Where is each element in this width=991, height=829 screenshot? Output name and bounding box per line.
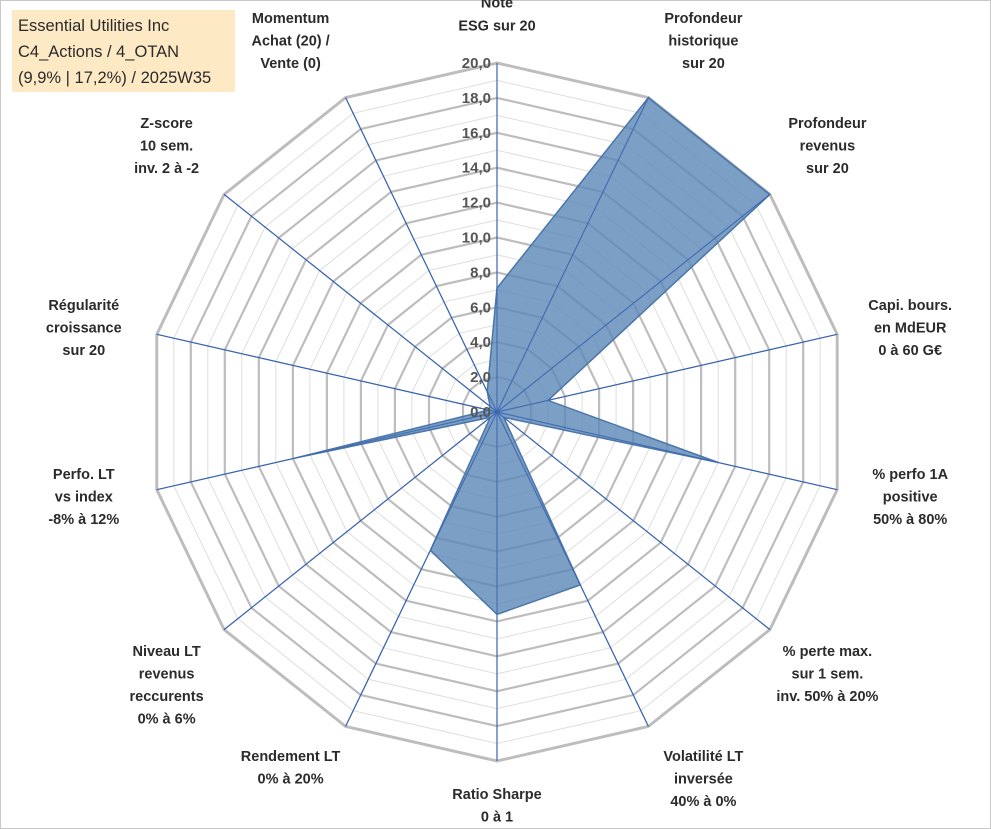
axis-spoke-overlay: [496, 194, 771, 413]
category-label: Perfo. LT vs index -8% à 12%: [48, 467, 119, 528]
category-label: Volatilité LT inversée 40% à 0%: [663, 749, 743, 810]
category-label: % perfo 1A positive 50% à 80%: [872, 467, 948, 528]
axis-spoke-overlay: [496, 97, 649, 413]
company-name: Essential Utilities Inc: [18, 17, 170, 35]
axis-spoke-overlay: [156, 411, 498, 491]
radial-tick-label: 12,0: [462, 195, 491, 212]
category-label: Profondeur revenus sur 20: [788, 116, 866, 177]
axis-spoke-overlay: [496, 411, 649, 727]
radial-tick-label: 18,0: [462, 90, 491, 107]
axis-spoke-overlay: [223, 411, 498, 630]
category-label: Ratio Sharpe 0 à 1: [452, 787, 541, 826]
chart-title-box: Essential Utilities Inc C4_Actions / 4_O…: [12, 10, 235, 92]
radial-tick-label: 0,0: [470, 404, 491, 421]
radial-tick-label: 14,0: [462, 160, 491, 177]
axis-spoke-overlay: [496, 411, 771, 630]
axis-spoke-overlay: [223, 194, 498, 413]
axis-spoke-overlay: [156, 333, 498, 413]
category-labels: Note ESG sur 20 Profondeur historique sur 20…: [46, 0, 952, 825]
radial-tick-label: 8,0: [470, 264, 491, 281]
axis-spoke-overlay: [345, 411, 498, 727]
category-label: Profondeur historique sur 20: [664, 11, 742, 72]
radial-tick-label: 20,0: [462, 55, 491, 72]
category-label: Capi. bours. en MdEUR 0 à 60 G€: [868, 298, 952, 359]
radial-tick-label: 10,0: [462, 230, 491, 247]
category-label: Niveau LT revenus reccurents 0% à 6%: [130, 644, 204, 728]
radial-tick-label: 4,0: [470, 334, 491, 351]
category-label: Momentum Achat (20) / Vente (0): [252, 11, 330, 72]
category-label: Régularité croissance sur 20: [46, 298, 122, 359]
category-label: Note ESG sur 20: [458, 0, 535, 34]
category-label: % perte max. sur 1 sem. inv. 50% à 20%: [776, 644, 878, 705]
radar-series: [156, 63, 838, 761]
axis-spoke-overlay: [496, 411, 838, 491]
radial-tick-labels: 0,0 2,0 4,0 6,0 8,0 10,0 12,0 14,0 16,0 18,0 20,0: [462, 55, 491, 421]
radial-tick-label: 6,0: [470, 299, 491, 316]
radial-tick-label: 16,0: [462, 125, 491, 142]
category-label: Rendement LT 0% à 20%: [241, 749, 341, 788]
category-label: Z-score 10 sem. inv. 2 à -2: [134, 116, 199, 177]
portfolio-label: C4_Actions / 4_OTAN: [18, 43, 180, 61]
axis-spoke-overlay: [496, 333, 838, 413]
radial-tick-label: 2,0: [470, 369, 491, 386]
axis-spoke-overlay: [345, 97, 498, 413]
performance-week-label: (9,9% | 17,2%) / 2025W35: [18, 69, 212, 87]
